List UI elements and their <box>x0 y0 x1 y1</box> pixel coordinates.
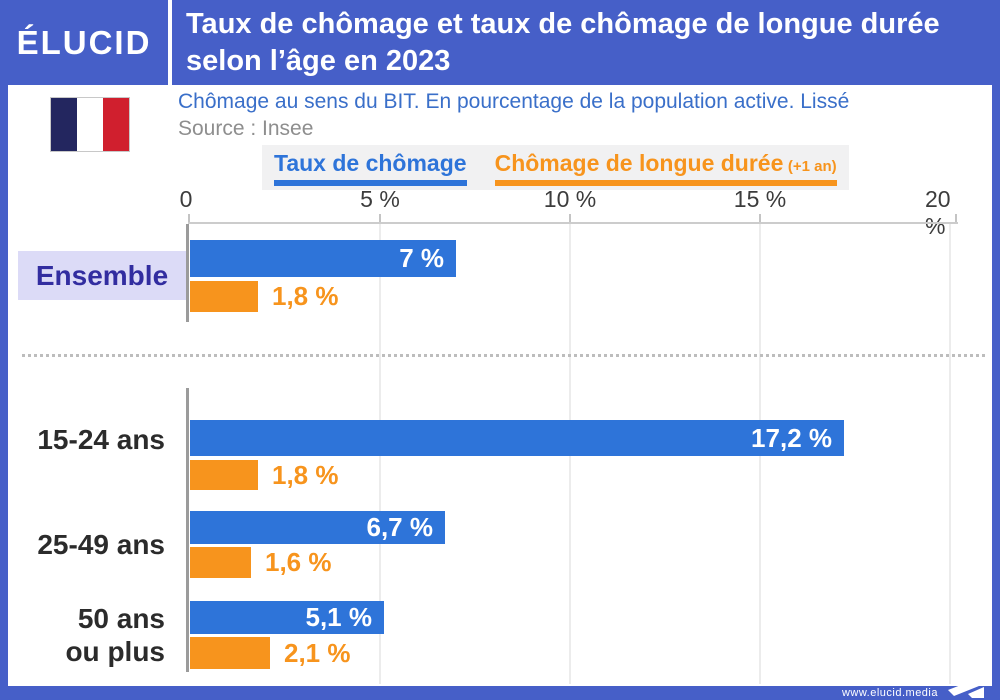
x-tick-5: 5 % <box>360 186 400 212</box>
france-flag-icon <box>50 97 130 152</box>
chart-source: Source : Insee <box>178 117 314 140</box>
legend: Taux de chômage Chômage de longue durée … <box>262 145 849 190</box>
footer-bar: www.elucid.media <box>0 676 1000 700</box>
bar-row-25-49-orange: 1,6 % <box>190 547 332 578</box>
gridline-20 <box>949 224 951 684</box>
bar-row-15-24-orange: 1,8 % <box>190 460 339 490</box>
x-axis-line <box>188 222 958 224</box>
header-divider <box>168 0 172 85</box>
page-title-text: Taux de chômage et taux de chômage de lo… <box>186 7 940 77</box>
bar-row-15-24-blue: 17,2 % <box>190 420 844 456</box>
value-label: 7 % <box>399 243 444 273</box>
x-tick-0: 0 <box>179 186 193 212</box>
category-label-15-24: 15-24 ans <box>37 424 165 455</box>
x-tickmark <box>955 214 957 222</box>
value-label: 1,8 % <box>272 459 339 490</box>
elucid-logo: ÉLUCID <box>16 23 152 61</box>
y-axis-line-bottom <box>186 388 189 672</box>
elucid-flag-icon <box>948 676 984 698</box>
frame-border-left <box>0 85 8 700</box>
flag-stripe-white <box>77 98 103 151</box>
value-label: 1,8 % <box>272 281 339 311</box>
frame-border-right <box>992 85 1000 700</box>
value-label: 5,1 % <box>305 602 373 632</box>
section-separator <box>22 354 985 357</box>
legend-item-unemployment: Taux de chômage <box>274 150 467 190</box>
bar-50-plus-longterm <box>190 637 270 669</box>
bar-25-49-unemployment: 6,7 % <box>190 511 445 544</box>
x-tickmark <box>188 214 190 222</box>
bar-ensemble-longterm <box>190 281 258 312</box>
flag-stripe-red <box>103 98 129 151</box>
value-label: 1,6 % <box>265 547 332 577</box>
x-tick-10: 10 % <box>543 186 597 212</box>
y-axis-line-top <box>186 224 189 322</box>
bar-row-25-49-blue: 6,7 % <box>190 511 445 544</box>
bar-25-49-longterm <box>190 547 251 578</box>
category-label-25-49: 25-49 ans <box>37 529 165 560</box>
bar-ensemble-unemployment: 7 % <box>190 240 456 277</box>
legend-underline-orange <box>494 180 837 186</box>
bar-row-50-plus-orange: 2,1 % <box>190 637 351 669</box>
category-label-ensemble: Ensemble <box>18 251 186 300</box>
flag-stripe-blue <box>51 98 77 151</box>
legend-item-longterm: Chômage de longue durée (+1 an) <box>494 150 837 190</box>
x-tickmark <box>569 214 571 222</box>
bar-15-24-unemployment: 17,2 % <box>190 420 844 456</box>
x-tickmark <box>759 214 761 222</box>
bar-row-ensemble-blue: 7 % <box>190 240 456 277</box>
value-label: 6,7 % <box>366 512 434 542</box>
legend-label-longterm: Chômage de longue durée <box>494 150 784 176</box>
footer-url: www.elucid.media <box>841 687 938 699</box>
value-label: 17,2 % <box>751 422 832 453</box>
bar-row-ensemble-orange: 1,8 % <box>190 281 339 312</box>
value-label: 2,1 % <box>284 637 351 668</box>
x-tick-20: 20 % <box>925 186 951 239</box>
bar-15-24-longterm <box>190 460 258 490</box>
legend-label-unemployment: Taux de chômage <box>274 150 467 176</box>
page-title: Taux de chômage et taux de chômage de lo… <box>172 0 1000 85</box>
category-label-50-plus: 50 ans ou plus <box>65 603 165 667</box>
chart-subtitle: Chômage au sens du BIT. En pourcentage d… <box>178 90 850 113</box>
bar-row-50-plus-blue: 5,1 % <box>190 601 384 634</box>
bar-50-plus-unemployment: 5,1 % <box>190 601 384 634</box>
legend-underline-blue <box>274 180 467 186</box>
header: ÉLUCID Taux de chômage et taux de chômag… <box>0 0 1000 85</box>
x-tickmark <box>379 214 381 222</box>
legend-label-longterm-suffix: (+1 an) <box>787 158 837 175</box>
x-tick-15: 15 % <box>733 186 787 212</box>
